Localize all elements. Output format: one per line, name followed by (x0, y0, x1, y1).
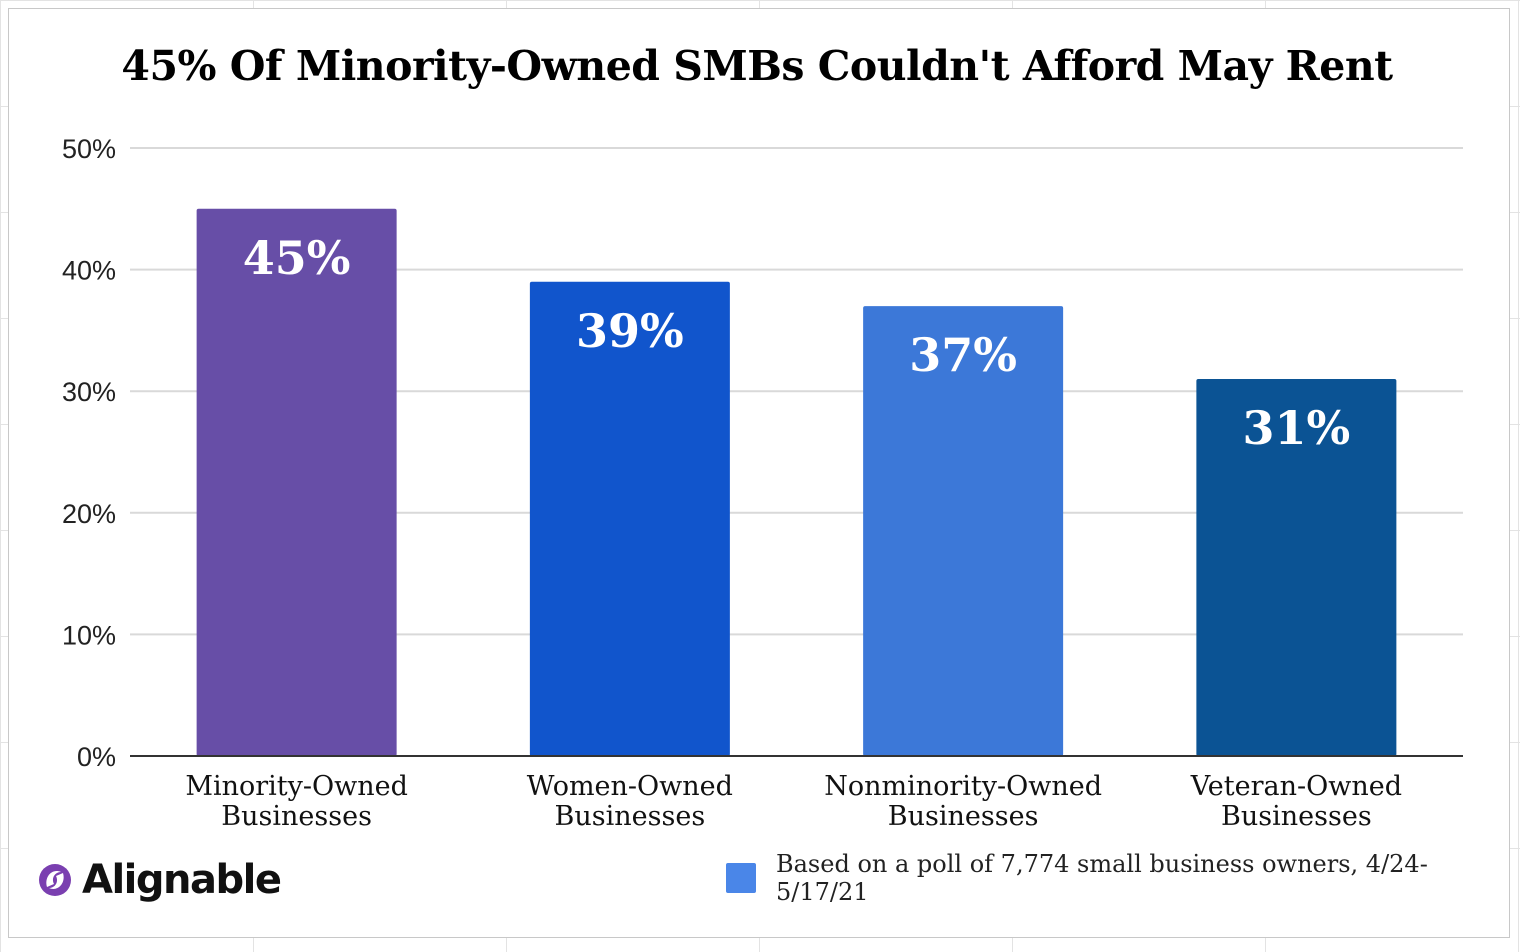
category-label: Veteran-Owned (1190, 771, 1402, 802)
brand-name: Alignable (82, 857, 282, 903)
alignable-logo-icon (39, 864, 71, 896)
x-axis-categories: Minority-OwnedBusinessesWomen-OwnedBusin… (185, 771, 1402, 832)
alignable-logo: Alignable (36, 850, 282, 910)
bar-value-label: 39% (576, 304, 684, 358)
bar (529, 281, 730, 756)
chart-title: 45% Of Minority-Owned SMBs Couldn't Affo… (121, 42, 1393, 90)
category-label: Businesses (555, 801, 706, 832)
category-label: Women-Owned (527, 771, 733, 802)
category-label: Businesses (1221, 801, 1372, 832)
y-tick-label: 40% (62, 256, 116, 286)
bar-value-label: 37% (909, 328, 1017, 382)
data-labels: 45% 39% 37% 31% (243, 231, 1350, 455)
category-label: Nonminority-Owned (824, 771, 1102, 802)
y-axis-ticks: 0% 10% 20% 30% 40% 50% (62, 134, 116, 772)
bar (863, 306, 1064, 756)
y-tick-label: 20% (62, 499, 116, 529)
bar (196, 208, 397, 757)
y-tick-label: 30% (62, 377, 116, 407)
bars (196, 208, 1397, 757)
y-tick-label: 10% (62, 620, 116, 650)
legend-swatch (726, 863, 756, 893)
legend: Based on a poll of 7,774 small business … (726, 850, 1520, 906)
bar-value-label: 45% (243, 231, 351, 285)
y-tick-label: 0% (77, 742, 116, 772)
source-note: Based on a poll of 7,774 small business … (775, 850, 1428, 906)
bar-value-label: 31% (1243, 401, 1351, 455)
y-tick-label: 50% (62, 134, 116, 164)
category-label: Minority-Owned (185, 771, 408, 802)
category-label: Businesses (888, 801, 1039, 832)
category-label: Businesses (221, 801, 372, 832)
bar (1196, 379, 1397, 756)
